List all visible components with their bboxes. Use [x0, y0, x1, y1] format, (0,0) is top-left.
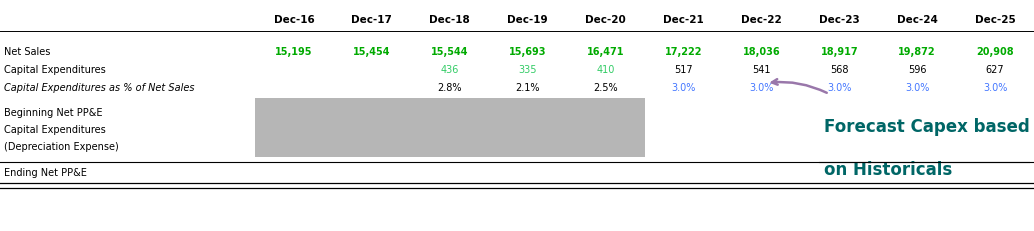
Text: on Historicals: on Historicals — [824, 160, 952, 178]
Text: 15,693: 15,693 — [509, 47, 546, 57]
Text: 18,917: 18,917 — [820, 47, 858, 57]
Text: 2.8%: 2.8% — [437, 83, 462, 93]
Text: (Depreciation Expense): (Depreciation Expense) — [4, 141, 119, 151]
Text: 19,872: 19,872 — [899, 47, 936, 57]
Text: Capital Expenditures: Capital Expenditures — [4, 125, 105, 134]
Text: Ending Net PP&E: Ending Net PP&E — [4, 167, 87, 177]
Bar — [255, 99, 644, 157]
Text: Dec-16: Dec-16 — [274, 15, 314, 25]
Text: 15,454: 15,454 — [353, 47, 391, 57]
Text: 541: 541 — [752, 65, 770, 75]
Text: Net Sales: Net Sales — [4, 47, 51, 57]
Text: 2.1%: 2.1% — [515, 83, 540, 93]
Text: Dec-21: Dec-21 — [663, 15, 704, 25]
Text: 596: 596 — [908, 65, 926, 75]
Text: Dec-17: Dec-17 — [352, 15, 392, 25]
Text: 3.0%: 3.0% — [671, 83, 696, 93]
Text: 568: 568 — [830, 65, 849, 75]
Text: Dec-20: Dec-20 — [585, 15, 626, 25]
Text: Dec-18: Dec-18 — [429, 15, 470, 25]
Text: 15,195: 15,195 — [275, 47, 312, 57]
Text: 410: 410 — [597, 65, 615, 75]
Text: 3.0%: 3.0% — [983, 83, 1007, 93]
Text: 18,036: 18,036 — [742, 47, 781, 57]
Text: 3.0%: 3.0% — [827, 83, 851, 93]
Text: Dec-19: Dec-19 — [508, 15, 548, 25]
Text: Dec-25: Dec-25 — [975, 15, 1015, 25]
Text: 3.0%: 3.0% — [750, 83, 773, 93]
Text: 2.5%: 2.5% — [594, 83, 618, 93]
Text: 3.0%: 3.0% — [905, 83, 930, 93]
Text: Dec-23: Dec-23 — [819, 15, 859, 25]
Text: 436: 436 — [440, 65, 459, 75]
Text: Dec-24: Dec-24 — [896, 15, 938, 25]
Text: Forecast Capex based: Forecast Capex based — [824, 118, 1030, 135]
Text: 517: 517 — [674, 65, 693, 75]
Text: Dec-22: Dec-22 — [741, 15, 782, 25]
Text: 17,222: 17,222 — [665, 47, 702, 57]
Text: 627: 627 — [985, 65, 1004, 75]
Text: Capital Expenditures: Capital Expenditures — [4, 65, 105, 75]
Text: 335: 335 — [518, 65, 537, 75]
Text: Beginning Net PP&E: Beginning Net PP&E — [4, 108, 102, 118]
Text: 20,908: 20,908 — [976, 47, 1014, 57]
Text: Capital Expenditures as % of Net Sales: Capital Expenditures as % of Net Sales — [4, 83, 194, 93]
Text: 16,471: 16,471 — [587, 47, 625, 57]
Text: 15,544: 15,544 — [431, 47, 468, 57]
